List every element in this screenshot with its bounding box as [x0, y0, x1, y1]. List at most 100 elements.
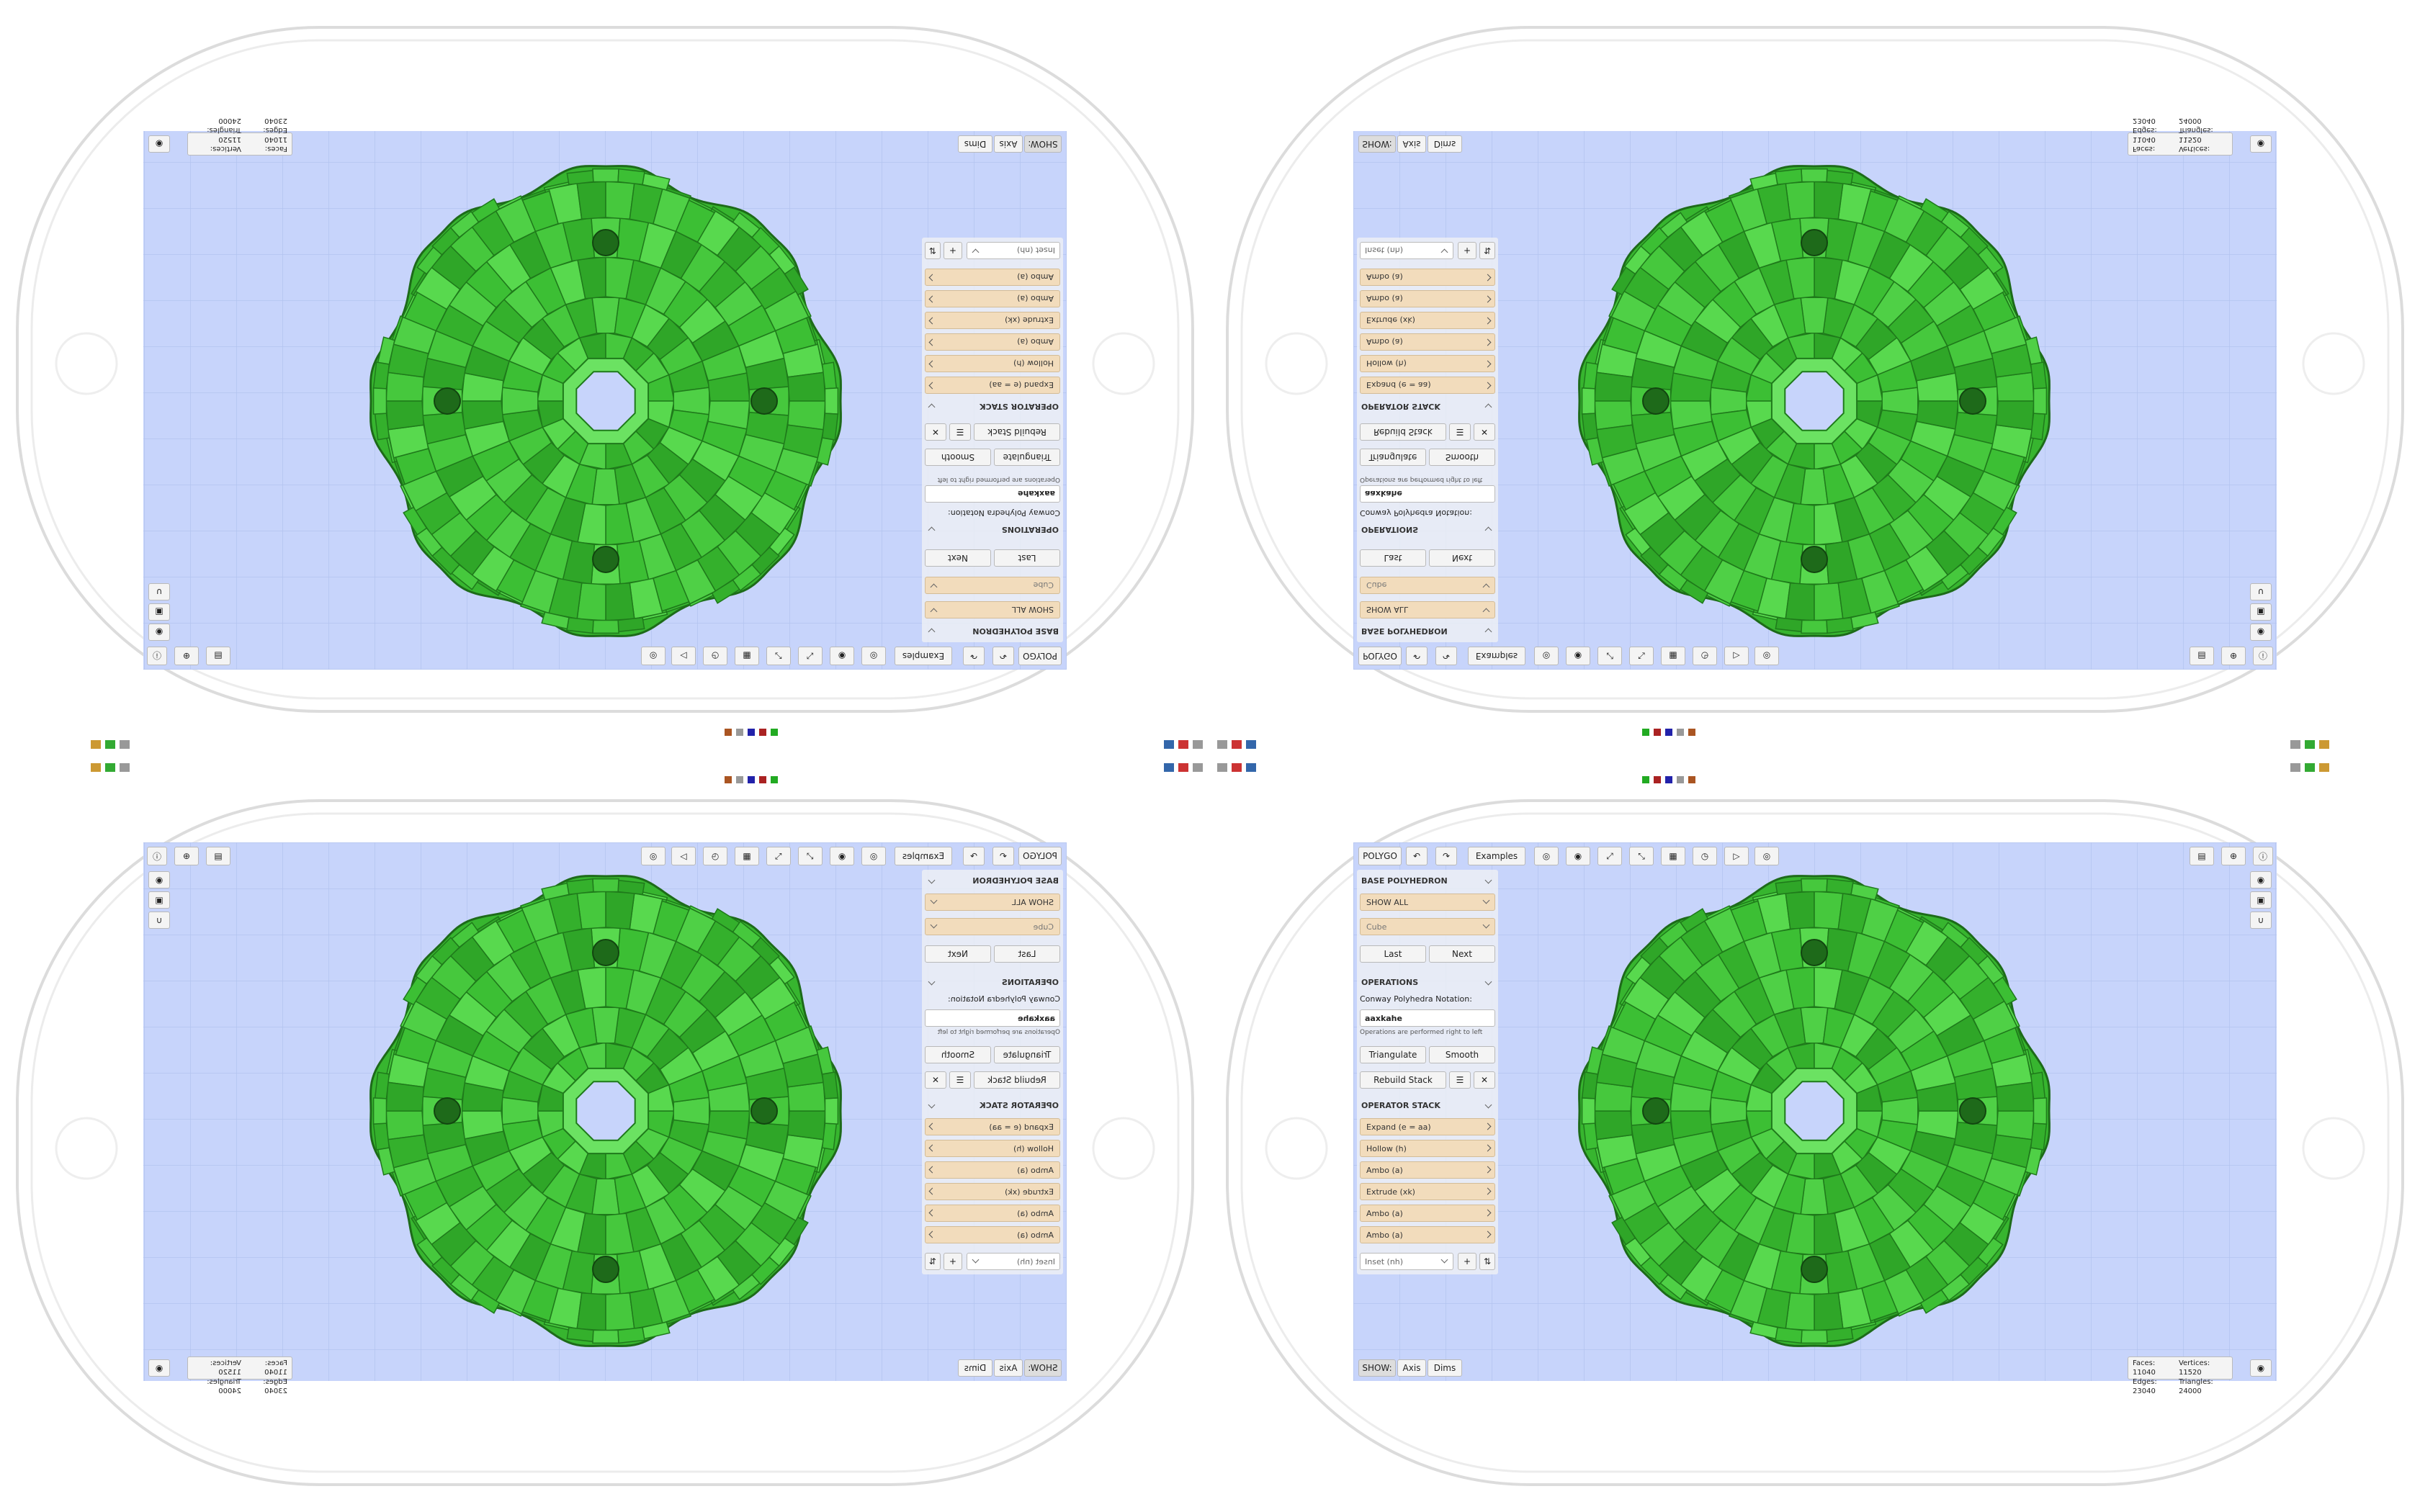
notation-input[interactable]: aaxkahe — [1360, 1009, 1495, 1027]
operator-item[interactable]: Extrude (xk) — [1360, 1183, 1495, 1200]
tool-icon[interactable]: ⊕ — [174, 847, 199, 865]
add-button[interactable]: + — [944, 242, 962, 259]
camera-icon[interactable]: ▣ — [2250, 603, 2272, 621]
count-button[interactable]: ⇅ — [925, 242, 941, 259]
operator-item[interactable]: Hollow (h) — [925, 1140, 1060, 1157]
operator-select[interactable]: Inset (nh) — [1360, 242, 1453, 259]
undo-button[interactable]: ↶ — [992, 647, 1014, 665]
operator-select[interactable]: Inset (nh) — [967, 1253, 1060, 1270]
tool-icon[interactable]: ▷ — [1724, 847, 1749, 865]
operator-item[interactable]: Hollow (h) — [925, 355, 1060, 372]
axis-toggle[interactable]: Axis — [994, 1359, 1023, 1377]
tool-icon[interactable]: ◎ — [861, 647, 886, 665]
magnet-icon[interactable]: ∪ — [148, 912, 170, 929]
tool-icon[interactable]: ⤡ — [766, 647, 791, 665]
tool-icon[interactable]: ▦ — [735, 847, 759, 865]
prev-button[interactable]: Last — [1360, 945, 1426, 963]
shape-select[interactable]: Cube — [925, 918, 1060, 935]
section-header[interactable]: OPERATOR STACK — [923, 400, 1062, 413]
eye-icon[interactable]: ◉ — [148, 135, 170, 153]
filter-select[interactable]: SHOW ALL — [925, 894, 1060, 911]
tool-icon[interactable]: ▤ — [206, 847, 230, 865]
info-icon[interactable]: ⓘ — [147, 647, 167, 665]
operator-item[interactable]: Ambo (a) — [925, 1161, 1060, 1179]
triangulate-button[interactable]: Triangulate — [994, 1046, 1060, 1063]
tool-icon[interactable]: ◉ — [1566, 847, 1590, 865]
viewport[interactable] — [143, 131, 1067, 670]
axis-toggle[interactable]: Axis — [1397, 1359, 1426, 1377]
notation-input[interactable]: aaxkahe — [925, 485, 1060, 503]
tool-icon[interactable]: ▦ — [735, 647, 759, 665]
shape-select[interactable]: Cube — [1360, 577, 1495, 594]
undo-button[interactable]: ↶ — [992, 847, 1014, 865]
show-toggle[interactable]: SHOW: — [1024, 135, 1062, 153]
tool-icon[interactable]: ▷ — [671, 847, 696, 865]
list-icon[interactable]: ☰ — [949, 1071, 971, 1089]
tool-icon[interactable]: ◎ — [1754, 647, 1779, 665]
undo-button[interactable]: ↶ — [1406, 647, 1428, 665]
tool-icon[interactable]: ⊕ — [174, 647, 199, 665]
add-button[interactable]: + — [944, 1253, 962, 1270]
filter-select[interactable]: SHOW ALL — [1360, 601, 1495, 618]
tool-icon[interactable]: ▷ — [1724, 647, 1749, 665]
prev-button[interactable]: Last — [994, 945, 1060, 963]
app-button[interactable]: POLYGO — [1358, 647, 1402, 665]
clear-icon[interactable]: ✕ — [1474, 1071, 1495, 1089]
operator-item[interactable]: Expand (e = aa) — [925, 377, 1060, 394]
tool-icon[interactable]: ◎ — [1754, 847, 1779, 865]
prev-button[interactable]: Last — [1360, 549, 1426, 567]
tool-icon[interactable]: ▤ — [2190, 847, 2214, 865]
operator-item[interactable]: Ambo (a) — [1360, 290, 1495, 307]
redo-button[interactable]: ↷ — [1435, 847, 1457, 865]
eye-icon[interactable]: ◉ — [2250, 871, 2272, 888]
dims-toggle[interactable]: Dims — [958, 1359, 992, 1377]
rebuild-button[interactable]: Rebuild Stack — [974, 423, 1060, 441]
eye-icon[interactable]: ◉ — [2250, 1359, 2272, 1377]
next-button[interactable]: Next — [1429, 945, 1495, 963]
eye-icon[interactable]: ◉ — [148, 624, 170, 641]
redo-button[interactable]: ↷ — [963, 647, 985, 665]
tool-icon[interactable]: ⤡ — [766, 847, 791, 865]
operator-item[interactable]: Extrude (xk) — [1360, 312, 1495, 329]
magnet-icon[interactable]: ∪ — [2250, 583, 2272, 600]
tool-icon[interactable]: ⤢ — [798, 647, 823, 665]
tool-icon[interactable]: ◉ — [830, 847, 854, 865]
tool-icon[interactable]: ◷ — [703, 647, 727, 665]
operator-item[interactable]: Ambo (a) — [925, 1226, 1060, 1243]
tool-icon[interactable]: ◷ — [1693, 847, 1717, 865]
viewport[interactable] — [143, 842, 1067, 1381]
next-button[interactable]: Next — [925, 549, 991, 567]
tool-icon[interactable]: ⊕ — [2221, 847, 2246, 865]
list-icon[interactable]: ☰ — [1449, 1071, 1471, 1089]
tool-icon[interactable]: ⤢ — [1597, 847, 1622, 865]
eye-icon[interactable]: ◉ — [148, 1359, 170, 1377]
section-header[interactable]: OPERATIONS — [923, 523, 1062, 536]
smooth-button[interactable]: Smooth — [1429, 449, 1495, 466]
tool-icon[interactable]: ◎ — [1534, 847, 1559, 865]
redo-button[interactable]: ↷ — [963, 847, 985, 865]
section-header[interactable]: BASE POLYHEDRON — [1358, 625, 1497, 638]
clear-icon[interactable]: ✕ — [925, 1071, 946, 1089]
section-header[interactable]: BASE POLYHEDRON — [923, 625, 1062, 638]
count-button[interactable]: ⇅ — [1479, 1253, 1495, 1270]
notation-input[interactable]: aaxkahe — [925, 1009, 1060, 1027]
info-icon[interactable]: ⓘ — [2253, 647, 2273, 665]
triangulate-button[interactable]: Triangulate — [1360, 1046, 1426, 1063]
tool-icon[interactable]: ◉ — [1566, 647, 1590, 665]
tool-icon[interactable]: ◎ — [641, 647, 666, 665]
clear-icon[interactable]: ✕ — [1474, 423, 1495, 441]
info-icon[interactable]: ⓘ — [147, 847, 167, 865]
operator-item[interactable]: Hollow (h) — [1360, 1140, 1495, 1157]
operator-item[interactable]: Hollow (h) — [1360, 355, 1495, 372]
camera-icon[interactable]: ▣ — [2250, 891, 2272, 909]
app-button[interactable]: POLYGO — [1018, 847, 1062, 865]
operator-item[interactable]: Ambo (a) — [1360, 1226, 1495, 1243]
examples-dropdown[interactable]: Examples — [1468, 647, 1525, 665]
notation-input[interactable]: aaxkahe — [1360, 485, 1495, 503]
list-icon[interactable]: ☰ — [1449, 423, 1471, 441]
rebuild-button[interactable]: Rebuild Stack — [1360, 1071, 1446, 1089]
shape-select[interactable]: Cube — [925, 577, 1060, 594]
count-button[interactable]: ⇅ — [925, 1253, 941, 1270]
tool-icon[interactable]: ⤢ — [798, 847, 823, 865]
operator-item[interactable]: Extrude (xk) — [925, 312, 1060, 329]
